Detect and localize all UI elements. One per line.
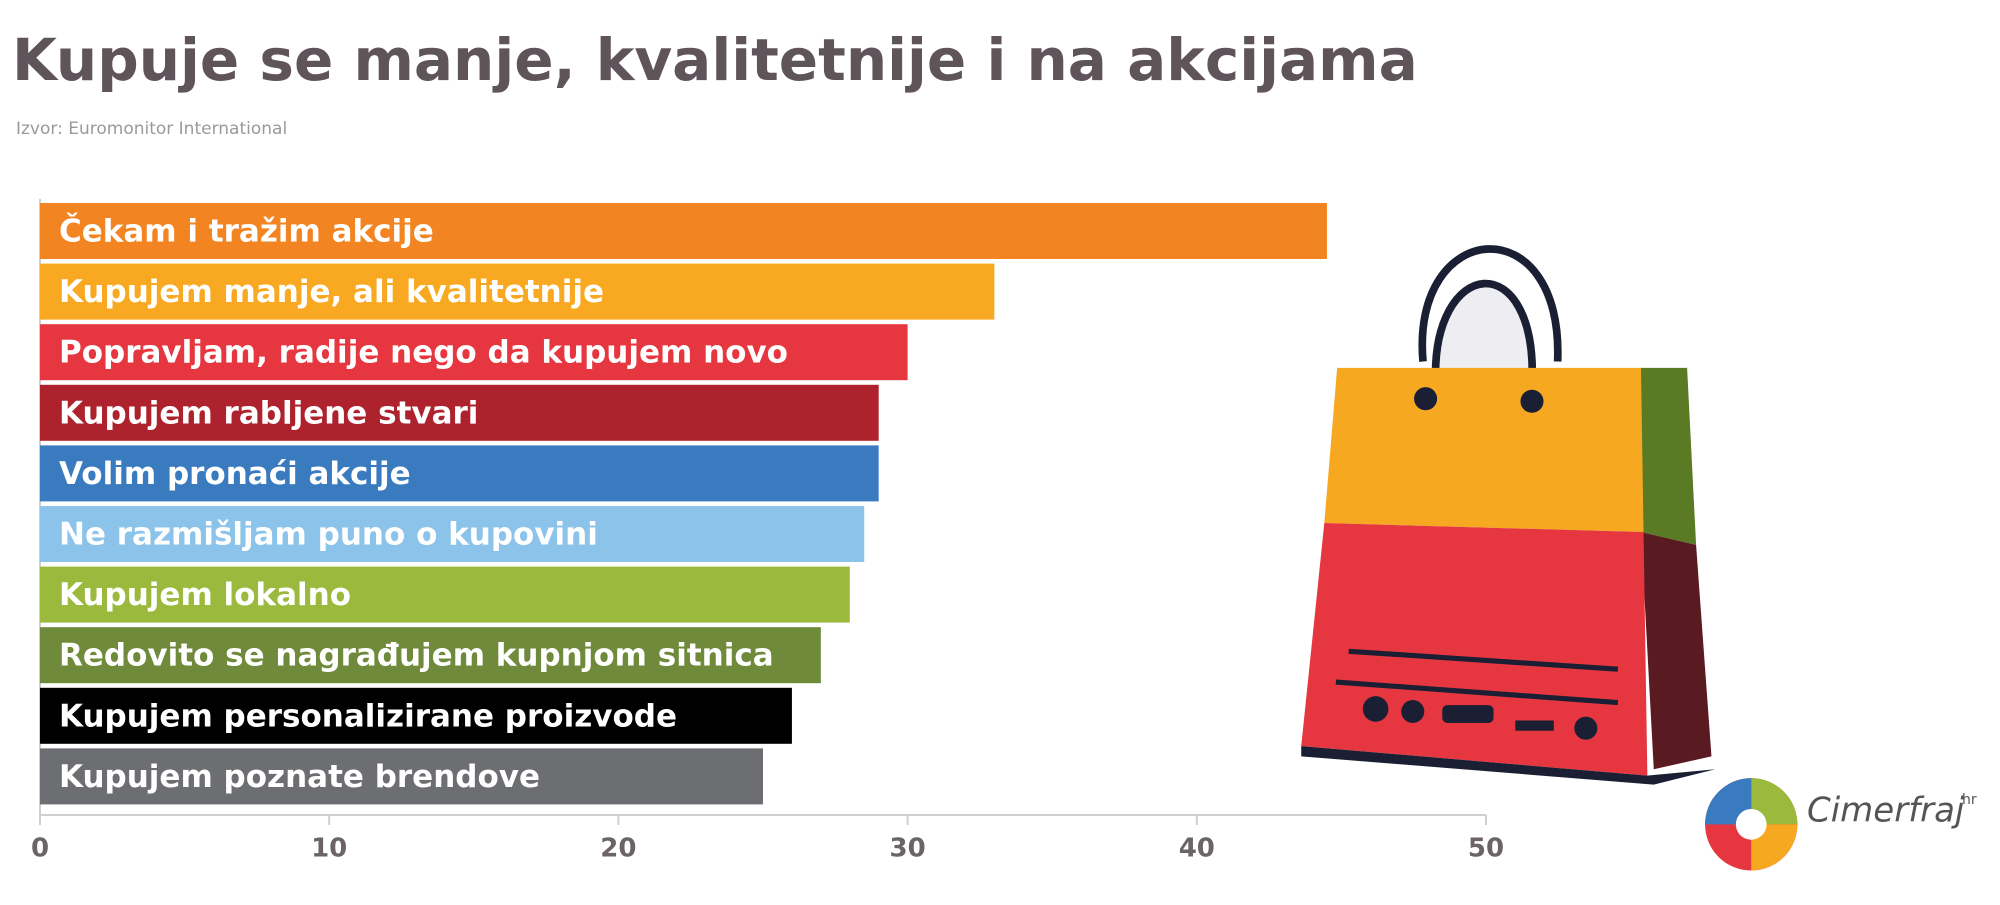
logo-suffix: hr xyxy=(1962,792,1977,808)
logo-mark xyxy=(1705,778,1798,871)
bar-label: Kupujem poznate brendove xyxy=(59,759,540,795)
bar xyxy=(40,203,1327,259)
bar-label: Redovito se nagrađujem kupnjom sitnica xyxy=(59,638,774,674)
bar-label: Kupujem personalizirane proizvode xyxy=(59,698,677,734)
x-tick-label: 30 xyxy=(890,834,926,864)
x-tick-label: 40 xyxy=(1179,834,1215,864)
bar xyxy=(40,687,792,744)
bar xyxy=(40,324,908,381)
x-tick-label: 50 xyxy=(1468,834,1504,864)
chart-title: Kupuje se manje, kvalitetnije i na akcij… xyxy=(12,26,1418,94)
bar xyxy=(40,566,850,623)
bar xyxy=(40,748,763,805)
bar xyxy=(40,506,865,562)
bar-label: Kupujem manje, ali kvalitetnije xyxy=(59,274,604,310)
bar-label: Volim pronaći akcije xyxy=(59,456,411,492)
x-tick-label: 0 xyxy=(31,834,49,864)
bar-label: Čekam i tražim akcije xyxy=(59,213,434,250)
bar-label: Kupujem rabljene stvari xyxy=(59,395,478,431)
bar-label: Kupujem lokalno xyxy=(59,577,351,613)
x-tick-label: 10 xyxy=(311,834,347,864)
bar-label: Popravljam, radije nego da kupujem novo xyxy=(59,335,788,371)
logo-text: Cimerfraj xyxy=(1807,791,1965,831)
bar xyxy=(40,445,879,502)
bar xyxy=(40,627,821,684)
chart-source: Izvor: Euromonitor International xyxy=(16,119,287,139)
bar-label: Ne razmišljam puno o kupovini xyxy=(59,517,598,553)
bar xyxy=(40,384,879,441)
x-tick-label: 20 xyxy=(600,834,636,864)
shopping-bag-illustration xyxy=(1301,245,1716,785)
bar xyxy=(40,263,995,320)
